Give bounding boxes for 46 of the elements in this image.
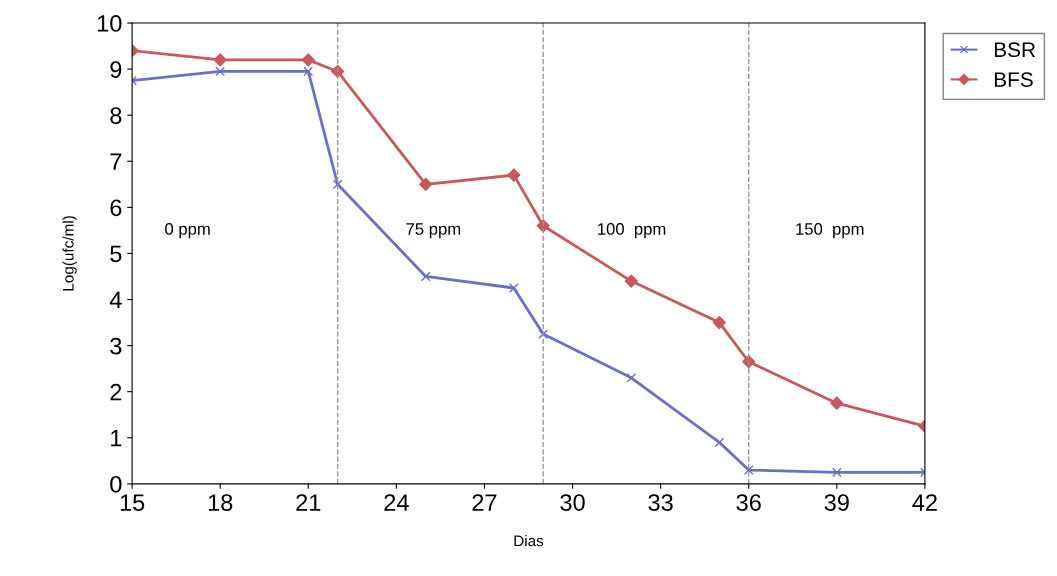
point [714,437,725,448]
annotation: 0 ppm [165,223,210,239]
y-axis-title: Log(ufc/ml) [62,216,77,291]
y-tick-label: 10 [97,15,122,32]
annotation: 75 ppm [406,223,461,239]
point [624,274,638,288]
point [301,53,315,67]
point [831,467,842,478]
x-tick-label: 36 [736,494,761,511]
y-tick-label: 3 [110,337,122,355]
x-tick-label: 39 [824,494,849,511]
point [507,168,521,182]
y-tick-label: 1 [111,430,122,447]
point [508,283,519,293]
point [830,396,844,410]
y-tick-label: 4 [109,291,122,309]
point [213,53,227,67]
annotation: 100 ppm [598,223,666,239]
y-tick-label: 9 [110,61,122,78]
point [712,315,726,330]
x-tick-label: 24 [384,494,409,511]
y-tick-label: 5 [110,245,122,263]
x-tick-label: 30 [560,494,585,511]
point [420,271,431,282]
point [332,179,343,190]
x-tick-label: 33 [648,494,673,511]
y-tick-label: 2 [110,383,122,401]
point [419,177,433,191]
point [743,465,754,475]
point [538,329,549,339]
y-tick-label: 8 [110,107,122,124]
legend-label: BSR [994,42,1036,58]
x-tick-label: 27 [472,494,497,511]
y-tick-label: 7 [110,153,122,170]
x-tick-label: 21 [296,494,321,511]
point [303,66,314,77]
x-tick-label: 42 [912,494,937,511]
y-tick-label: 0 [110,475,122,493]
y-tick-label: 6 [110,199,122,217]
x-axis-title: Dias [514,535,544,547]
x-tick-label: 18 [208,494,233,511]
legend-label: BFS [994,72,1033,87]
x-tick-label: 15 [120,494,145,511]
point [215,66,226,77]
point [626,372,637,383]
annotation: 150 ppm [796,223,864,239]
